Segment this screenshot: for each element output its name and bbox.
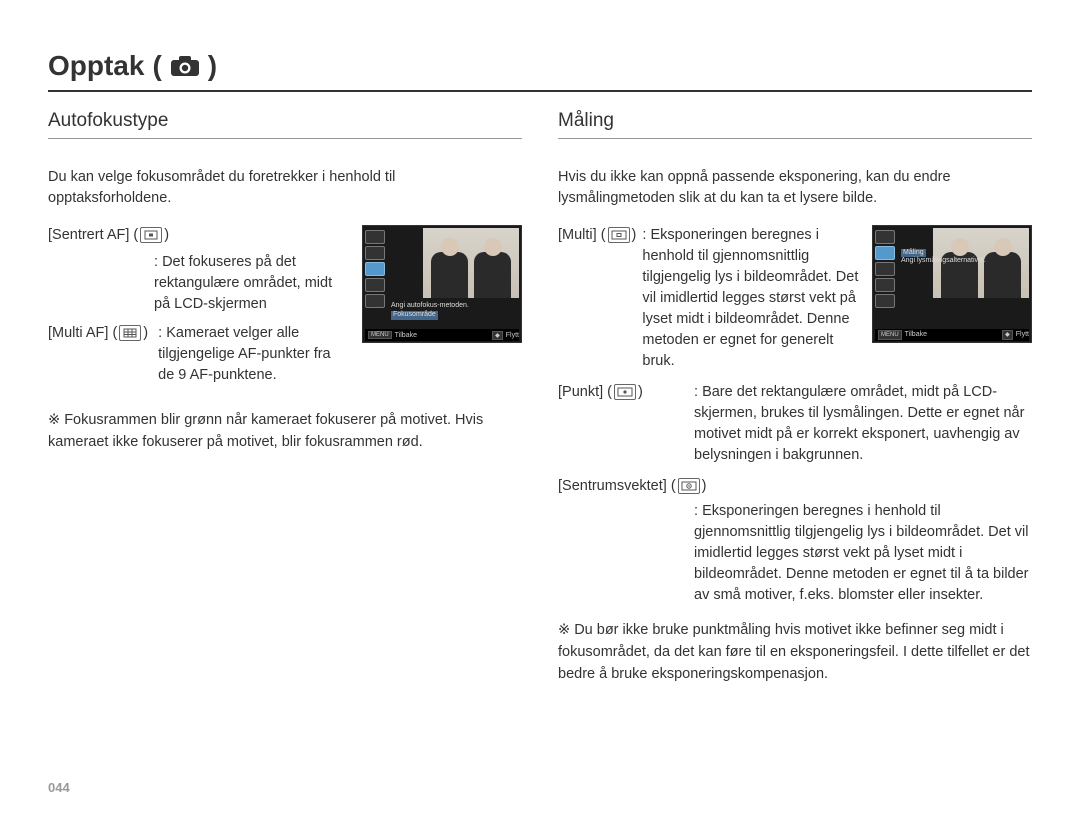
- ss-move-label: Flytt: [506, 332, 519, 339]
- left-note: ※ Fokusrammen blir grønn når kameraet fo…: [48, 410, 522, 454]
- page-title-open-paren: (: [152, 50, 161, 82]
- af-option-desc: Kameraet velger alle tilgjengelige AF-pu…: [154, 323, 350, 386]
- menu-button-icon: MENU: [878, 330, 902, 341]
- camera-icon: [170, 55, 200, 77]
- metering-option-label: [Sentrumsvektet] ( ): [558, 476, 711, 497]
- ss-caption-line2: Angi lysmålingsalternativet.: [901, 257, 1027, 265]
- metering-option-label: [Multi] ( ): [558, 225, 642, 246]
- af-option-desc: Det fokuseres på det rektangulære område…: [154, 254, 332, 312]
- page-title-close-paren: ): [208, 50, 217, 82]
- spot-metering-icon: [614, 384, 636, 400]
- ss-caption-line2: Fokusområde: [391, 311, 438, 319]
- ss-caption-line1: Angi autofokus-metoden.: [391, 302, 517, 310]
- lcd-screenshot-metering: Måling Angi lysmålingsalternativet. MENU…: [872, 225, 1032, 343]
- right-note: ※ Du bør ikke bruke punktmåling hvis mot…: [558, 620, 1032, 685]
- metering-option-desc: Eksponeringen beregnes i henhold til gje…: [642, 225, 862, 372]
- page-title-text: Opptak: [48, 50, 144, 82]
- left-intro: Du kan velge fokusområdet du foretrekker…: [48, 167, 522, 209]
- section-heading-metering: Måling: [558, 110, 1032, 139]
- right-column: Måling Hvis du ikke kan oppnå passende e…: [558, 110, 1032, 686]
- menu-button-icon: MENU: [368, 331, 392, 339]
- lcd-screenshot-autofocus: Angi autofokus-metoden. Fokusområde MENU…: [362, 225, 522, 343]
- multi-metering-icon: [608, 227, 630, 243]
- section-heading-autofocus: Autofokustype: [48, 110, 522, 139]
- multi-af-icon: [119, 325, 141, 341]
- note-mark-icon: ※: [48, 412, 64, 428]
- af-option-label: [Sentrert AF] ( ): [48, 225, 175, 246]
- metering-option-desc: Bare det rektangulære området, midt på L…: [694, 382, 1032, 466]
- left-column: Autofokustype Du kan velge fokusområdet …: [48, 110, 522, 686]
- metering-option-label: [Punkt] ( ): [558, 382, 694, 403]
- nav-button-icon: ◆: [492, 331, 503, 340]
- af-option-label: [Multi AF] ( ): [48, 323, 154, 344]
- metering-option-desc: Eksponeringen beregnes i henhold til gje…: [558, 501, 1032, 606]
- ss-back-label: Tilbake: [395, 332, 417, 339]
- ss-move-label: Flytt: [1016, 330, 1029, 340]
- page-title: Opptak ( ): [48, 50, 1032, 92]
- note-mark-icon: ※: [558, 622, 574, 638]
- ss-back-label: Tilbake: [905, 330, 927, 340]
- center-weighted-icon: [678, 478, 700, 494]
- right-intro: Hvis du ikke kan oppnå passende eksponer…: [558, 167, 1032, 209]
- page-number: 044: [48, 780, 70, 795]
- nav-button-icon: ◆: [1002, 330, 1013, 341]
- center-af-icon: [140, 227, 162, 243]
